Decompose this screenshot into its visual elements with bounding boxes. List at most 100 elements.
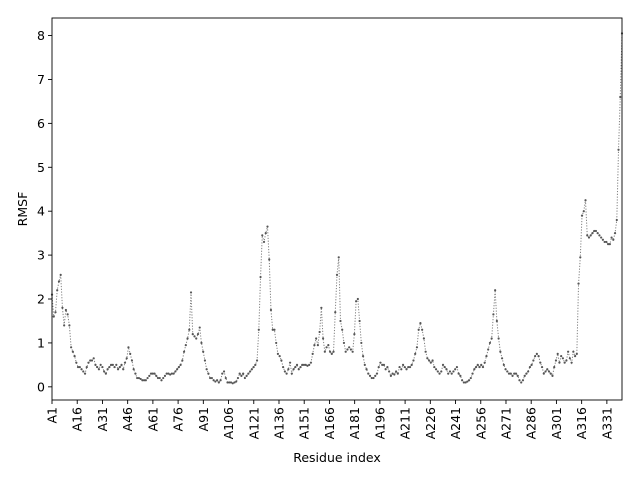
y-tick-label: 5 [37,160,45,175]
data-point [73,354,76,358]
data-point [176,368,179,371]
data-point [572,350,575,353]
data-point [160,379,163,382]
data-point [568,357,571,360]
data-point [424,350,427,353]
data-point [471,372,474,375]
data-point [118,365,121,369]
data-point [242,372,245,375]
data-point [440,370,443,373]
y-tick-label: 0 [37,379,45,394]
data-point [292,368,295,371]
data-point [455,365,459,369]
data-point [441,363,445,366]
x-tick-label: A76 [171,407,186,432]
data-point [174,370,177,373]
data-point [278,354,281,358]
data-point [348,346,351,349]
data-point [391,372,394,375]
data-point [76,365,80,369]
data-point [377,365,380,369]
data-point [116,368,120,371]
data-point [551,374,554,377]
data-point [344,350,347,353]
data-point [370,376,373,380]
data-point [195,337,198,340]
data-point [615,218,618,222]
data-point [89,359,92,362]
data-point [502,363,505,366]
y-tick-label: 8 [37,28,45,43]
data-point [358,319,361,323]
data-point [271,328,274,331]
data-point [308,363,311,366]
data-point [589,234,592,237]
data-point [78,365,81,369]
data-point [462,381,465,384]
data-point [83,372,87,375]
data-point [304,363,307,366]
data-point [203,359,207,362]
data-point [139,377,142,381]
data-point [356,297,359,301]
data-point [132,368,135,371]
data-point [151,372,154,375]
data-point [474,365,478,369]
data-point [530,363,533,366]
data-point [575,352,578,355]
data-point [500,357,504,360]
data-point [584,199,587,202]
data-point [612,238,615,241]
plot-frame [51,17,623,401]
data-point [212,379,215,382]
data-point [556,352,559,355]
data-point [547,370,551,373]
data-point [92,357,95,360]
data-point [452,370,455,373]
data-point [297,368,300,371]
data-point [454,368,457,371]
data-point [579,256,582,259]
data-point [123,361,127,364]
x-tick-label: A151 [297,407,312,439]
data-point [264,232,267,235]
data-point [75,361,78,364]
data-point [106,368,109,371]
data-point [214,380,217,383]
data-point [613,232,617,235]
data-point [466,380,469,383]
data-point [143,379,146,382]
data-point [156,376,160,380]
data-point [266,225,269,228]
data-point [495,319,498,323]
data-point [457,372,460,375]
data-point [506,370,509,373]
y-tick-label: 1 [37,335,45,350]
data-point [144,379,147,382]
data-point [66,313,69,316]
data-point [236,376,240,380]
data-point [315,337,318,340]
data-point [148,374,151,377]
data-point [349,348,352,351]
data-point [311,352,314,355]
data-point [153,372,156,375]
data-point [167,372,170,375]
data-point [518,379,521,382]
data-point [473,368,476,371]
data-point [405,368,408,371]
data-point [191,333,194,336]
data-point [593,229,596,233]
data-point [341,328,344,331]
data-point [127,346,130,349]
data-point [546,368,549,371]
data-point [306,364,309,367]
x-tick-label: A256 [473,407,488,439]
data-point [608,243,611,246]
data-point [464,381,467,384]
data-point [229,381,233,384]
data-point [586,234,589,237]
y-axis: 0 1 2 3 4 5 6 7 8 [37,28,52,394]
data-point [393,373,396,376]
